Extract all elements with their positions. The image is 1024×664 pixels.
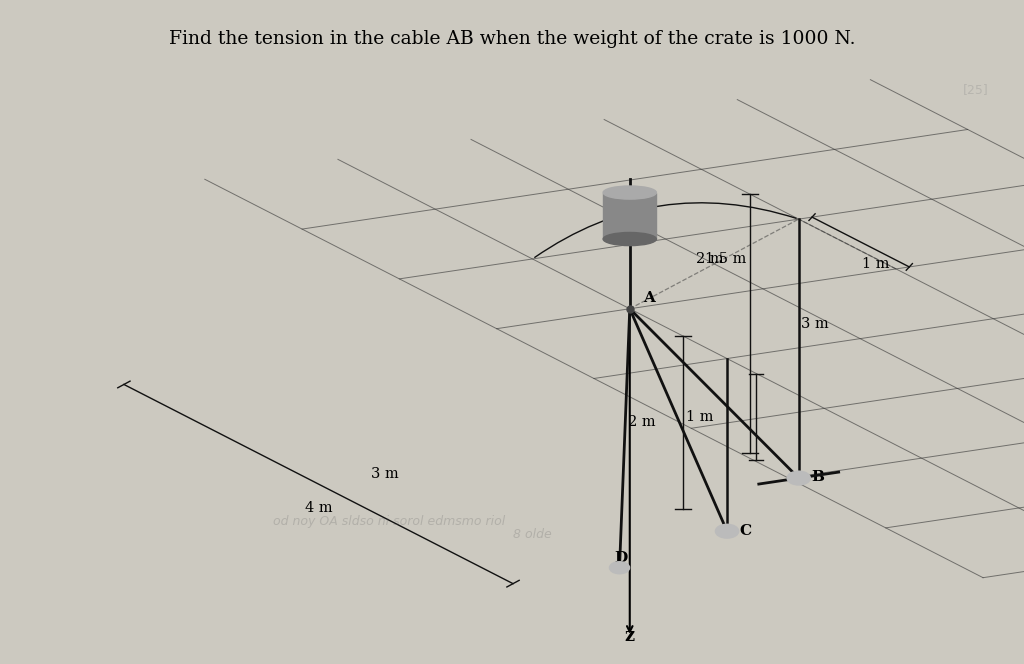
Text: z: z <box>625 627 635 645</box>
Text: Find the tension in the cable AB when the weight of the crate is 1000 N.: Find the tension in the cable AB when th… <box>169 30 855 48</box>
Text: A: A <box>643 291 655 305</box>
Text: 2 m: 2 m <box>696 252 724 266</box>
Text: 2 m: 2 m <box>629 416 656 430</box>
Text: B: B <box>811 470 824 485</box>
Text: 1.5 m: 1.5 m <box>705 252 745 266</box>
Bar <box>603 193 656 239</box>
Text: 3 m: 3 m <box>371 467 399 481</box>
Ellipse shape <box>603 232 656 246</box>
Text: 1 m: 1 m <box>862 256 890 271</box>
Text: 8 olde: 8 olde <box>513 528 552 541</box>
Text: D: D <box>614 551 628 566</box>
Text: 1 m: 1 m <box>686 410 714 424</box>
Ellipse shape <box>787 471 810 485</box>
Ellipse shape <box>609 562 629 574</box>
Text: 4 m: 4 m <box>305 501 332 515</box>
Ellipse shape <box>603 186 656 199</box>
Text: C: C <box>739 523 752 538</box>
Text: 3 m: 3 m <box>801 317 829 331</box>
Text: od noy OA sldso ni sorol edmsmo riol: od noy OA sldso ni sorol edmsmo riol <box>273 515 505 528</box>
Text: [25]: [25] <box>963 83 988 96</box>
Ellipse shape <box>716 525 738 538</box>
